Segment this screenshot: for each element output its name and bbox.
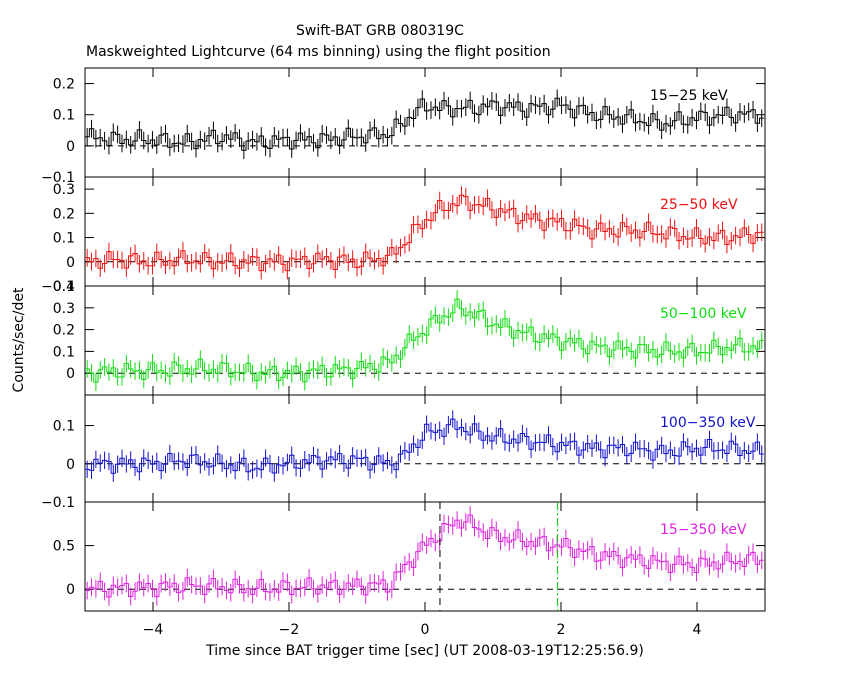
panel-frame	[84, 67, 766, 178]
y-tick-label: 0.1	[53, 108, 75, 124]
y-tick-label: 0.5	[53, 539, 75, 555]
y-tick-label: 0.2	[53, 323, 75, 339]
series-line	[85, 298, 764, 383]
x-tick-label: 0	[421, 622, 430, 638]
series-label: 15−25 keV	[650, 88, 728, 104]
series-trace	[85, 410, 764, 482]
y-tick-label: 0.2	[53, 77, 75, 93]
y-tick-label: 0.4	[53, 279, 75, 295]
y-tick-label: 0.1	[53, 231, 75, 247]
y-tick-label: 0.1	[53, 419, 75, 435]
y-tick-label: 0	[66, 139, 75, 155]
series-line	[85, 514, 764, 598]
y-tick-label: −0.1	[41, 170, 75, 186]
series-line	[85, 418, 764, 474]
chart-title: Swift-BAT GRB 080319C	[296, 23, 464, 39]
y-tick-label: 0	[66, 582, 75, 598]
y-tick-label: −0.1	[41, 495, 75, 511]
series-label: 15−350 keV	[660, 522, 747, 538]
chart-subtitle: Maskweighted Lightcurve (64 ms binning) …	[86, 44, 551, 60]
series-trace	[85, 506, 764, 606]
y-tick-label: 0	[66, 457, 75, 473]
y-tick-label: 0	[66, 366, 75, 382]
y-tick-label: −0.1	[41, 279, 75, 295]
x-tick-label: 2	[557, 622, 566, 638]
series-line	[85, 97, 764, 151]
series-label: 100−350 keV	[660, 415, 756, 431]
series-line	[85, 194, 764, 272]
y-axis-label: Counts/sec/det	[11, 287, 27, 392]
panel-frame	[84, 501, 766, 612]
y-tick-label: 0.3	[53, 301, 75, 317]
series-trace	[85, 290, 764, 392]
y-tick-label: 0.1	[53, 344, 75, 360]
panel-frame	[84, 394, 766, 503]
y-tick-label: 0.2	[53, 206, 75, 222]
x-tick-label: 4	[693, 622, 702, 638]
panel-frame	[84, 285, 766, 396]
y-tick-label: 0	[66, 255, 75, 271]
series-trace	[85, 186, 764, 280]
series-label: 25−50 keV	[660, 197, 738, 213]
x-tick-label: −4	[143, 622, 164, 638]
x-tick-label: −2	[279, 622, 300, 638]
series-label: 50−100 keV	[660, 306, 747, 322]
series-trace	[85, 89, 764, 160]
x-axis-label: Time since BAT trigger time [sec] (UT 20…	[205, 643, 644, 659]
y-tick-label: 0.3	[53, 182, 75, 198]
